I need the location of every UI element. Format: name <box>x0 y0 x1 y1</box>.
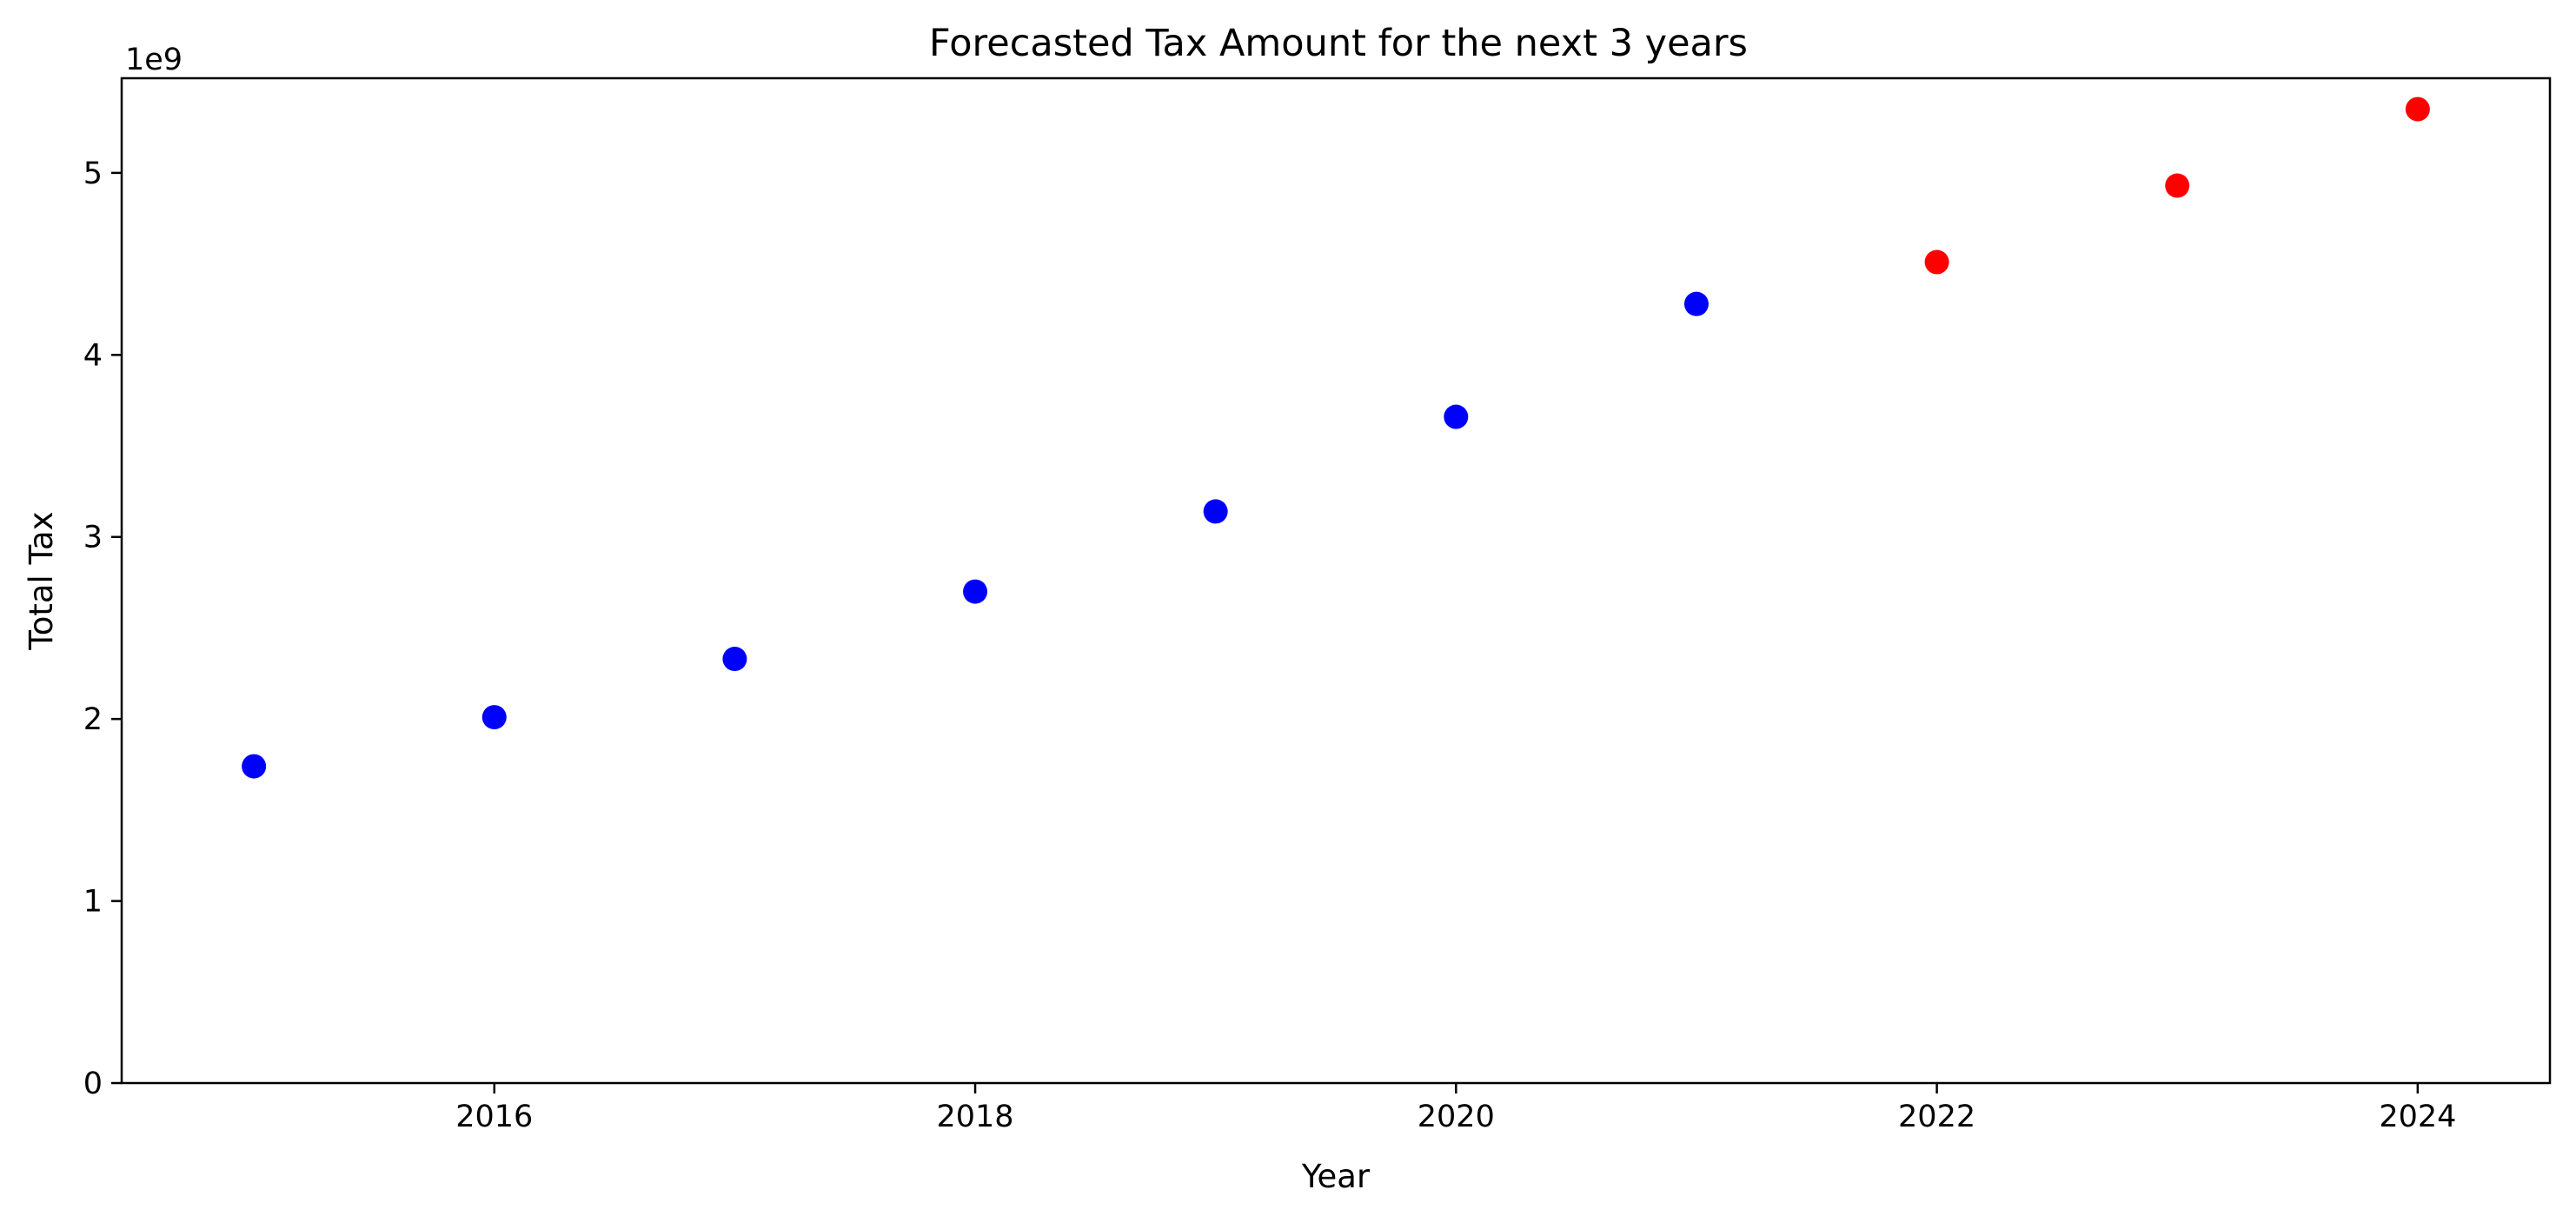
x-tick-label: 2024 <box>2379 1100 2456 1134</box>
data-point <box>1924 249 1949 275</box>
x-tick-label: 2018 <box>937 1100 1014 1134</box>
data-point <box>481 705 507 730</box>
y-tick-label: 2 <box>83 702 103 737</box>
y-tick-label: 3 <box>83 521 103 555</box>
y-tick-label: 1 <box>83 885 103 920</box>
data-point <box>242 754 267 779</box>
data-point <box>1444 404 1469 429</box>
y-tick-label: 0 <box>83 1067 103 1101</box>
chart-title: Forecasted Tax Amount for the next 3 yea… <box>929 22 1748 65</box>
y-tick-label: 5 <box>83 156 103 191</box>
x-axis-label: Year <box>1301 1158 1371 1195</box>
data-point <box>722 647 747 672</box>
data-point <box>1203 499 1228 524</box>
plot-area: 2016 2018 2020 2022 2024 0 1 2 3 4 5 <box>83 96 2456 1134</box>
y-tick-label: 4 <box>83 338 103 373</box>
y-offset-label: 1e9 <box>125 43 183 77</box>
data-point <box>2405 96 2430 122</box>
x-tick-label: 2020 <box>1417 1100 1495 1134</box>
data-point <box>963 579 988 604</box>
plot-frame <box>120 76 2552 1085</box>
x-tick-label: 2016 <box>455 1100 533 1134</box>
x-tick-label: 2022 <box>1898 1100 1975 1134</box>
data-point <box>1683 291 1709 316</box>
data-point <box>2165 173 2190 198</box>
y-axis-label: Total Tax <box>23 511 60 650</box>
